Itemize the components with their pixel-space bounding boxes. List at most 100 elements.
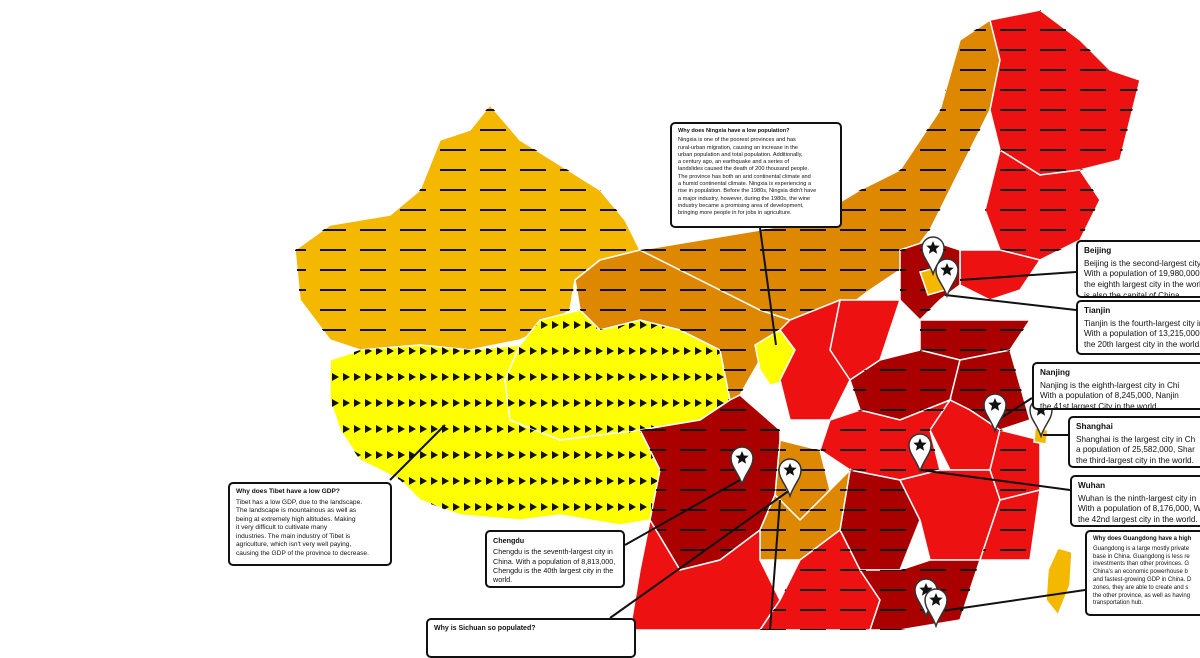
province-hatch [920, 320, 1030, 360]
provinces [294, 9, 1141, 630]
callout-text: base in China. Guangdong is less re [1093, 553, 1190, 560]
province-hatch [760, 530, 880, 630]
callout: Why does Tibet have a low GDP? Tibet has … [228, 482, 392, 566]
callout: Wuhan Wuhan is the ninth-largest city in W… [1070, 475, 1200, 527]
callout-text: Tibet has a low GDP, due to the landscap… [236, 498, 363, 506]
callout-text: Guangdong is a large mostly private [1093, 545, 1190, 552]
callout: Why does Guangdong have a high Guangdong … [1085, 530, 1200, 616]
leader-line [944, 294, 1077, 311]
callout-text: rise in population. Before the 1980s, Ni… [678, 188, 817, 195]
callout: Chengdu Chengdu is the seventh-largest ci… [485, 530, 625, 588]
callout-text: agriculture, which isn't very well payin… [236, 541, 352, 549]
callout-title: Chengdu [493, 536, 525, 545]
callout-text: being at extremely high altitudes. Makin… [236, 515, 356, 523]
callout-title: Why does Tibet have a low GDP? [236, 488, 340, 495]
callout-title: Beijing [1084, 246, 1112, 255]
leader-line [759, 227, 777, 346]
pin-star [783, 463, 797, 476]
callout-text: Wuhan is the ninth-largest city in [1078, 493, 1197, 503]
province-hatch [640, 395, 780, 570]
callout-text: Beijing is the second-largest city i [1084, 258, 1200, 268]
callout-text: Chengdu is the 40th largest city in the [493, 566, 614, 576]
pin-star [929, 593, 943, 606]
callout-text: transportation hub. [1093, 600, 1144, 607]
pin-star [926, 241, 940, 254]
callout: Why does Ningxia have a low population? N… [670, 122, 842, 228]
callout-title: Tianjin [1084, 306, 1111, 315]
province-hatch [505, 310, 730, 440]
callout-text: The landscape is mountainous as well as [236, 507, 357, 515]
callout-text: Chengdu is the seventh-largest city in [493, 547, 613, 557]
callout-text: the 20th largest city in the world. [1084, 339, 1200, 349]
province [779, 298, 851, 421]
callout-text: causing the GDP of the province to decre… [236, 550, 369, 558]
callout: Tianjin Tianjin is the fourth-largest cit… [1076, 300, 1200, 355]
page: {"callouts": [ {"title": "Why does Ningx… [228, 9, 1200, 658]
callout: Nanjing Nanjing is the eighth-largest cit… [1032, 362, 1200, 410]
callout-text: and fastest-growing GDP in China. D [1093, 576, 1192, 583]
leader-line [389, 424, 446, 481]
leader-line [609, 489, 791, 619]
callout-text: Shanghai is the largest city in Ch [1076, 434, 1196, 444]
province-hatch [760, 470, 850, 560]
callout-text: a major industry, however, during the 19… [678, 195, 811, 202]
callout-text: rural-urban migration, causing an increa… [678, 144, 799, 151]
leader-line [997, 397, 1033, 421]
leader-line [624, 479, 741, 546]
callout-title: Why is Sichuan so populated? [434, 625, 536, 632]
callout-text: With a population of 13,215,000, [1084, 329, 1200, 339]
callout-text: investments than other provinces. G [1093, 561, 1190, 568]
leader-lines [389, 227, 1086, 630]
pin-star [988, 398, 1002, 411]
callout-title: Why does Guangdong have a high [1093, 536, 1192, 542]
callout-text: industry became a promising area of deve… [678, 202, 804, 209]
province-hatch [990, 10, 1140, 175]
callout: Why is Sichuan so populated? [426, 618, 636, 658]
callout-text: the eighth largest city in the world [1084, 279, 1200, 289]
callout-text: landslides caused the death of 200 thous… [678, 166, 809, 173]
callout-text: China's an economic powerhouse b [1093, 569, 1188, 576]
leader-line [919, 469, 1071, 491]
callout-text: industries. The main industry of Tibet i… [236, 532, 351, 540]
callout-text: Tianjin is the fourth-largest city in [1084, 318, 1200, 328]
callout-title: Wuhan [1078, 481, 1106, 490]
province-hatch [850, 350, 960, 420]
callout-text: is also the capital of China. [1084, 290, 1182, 298]
province-hatch [575, 250, 790, 400]
pin-star [913, 438, 927, 451]
province-hatch [330, 345, 660, 525]
callout-text: Nanjing is the eighth-largest city in Ch… [1040, 380, 1180, 390]
province-hatch [985, 150, 1100, 260]
callout-text: the 41st largest City in the world [1040, 401, 1157, 410]
leader-line [769, 499, 781, 630]
callout-title: Nanjing [1040, 368, 1071, 377]
callout-text: a humid continental climate. Ningxia is … [678, 180, 812, 187]
pin-star [940, 263, 954, 276]
province-hatch [640, 20, 1000, 320]
callout-title: Shanghai [1076, 422, 1113, 431]
callout-text: Ningxia is one of the poorest provinces … [678, 137, 796, 144]
province-hatch [980, 490, 1040, 560]
map [294, 9, 1141, 630]
callout-text: the other province, as well as having [1093, 592, 1191, 599]
callout-text: zones, they are able to create and s [1093, 584, 1189, 591]
callout-text: China. With a population of 8,813,000, [493, 556, 616, 566]
callout-title: Why does Ningxia have a low population? [678, 128, 790, 134]
callout-text: With a population of 19,980,000, [1084, 269, 1200, 279]
callout-text: the third-largest city in the world. [1076, 455, 1194, 465]
callout-text: a century ago, an earthquake and a serie… [678, 159, 790, 166]
callout-text: the 42nd largest city in the world. [1078, 514, 1198, 524]
callout-text: world. [493, 575, 513, 585]
province-hatch [295, 105, 640, 350]
leader-line [934, 589, 1086, 613]
callout-text: With a population of 8,245,000, Nanjin [1040, 391, 1179, 401]
callout-text: With a population of 8,176,000, W [1078, 504, 1200, 514]
callout-text: bringing more people in for jobs in agri… [678, 210, 792, 217]
callout-text: The province has both an arid continenta… [678, 173, 811, 180]
callout-text: urban population and total population. A… [678, 151, 803, 158]
callout-text: it very difficult to cultivate many [236, 524, 328, 532]
pin-star [735, 451, 749, 464]
callout: Shanghai Shanghai is the largest city in … [1068, 416, 1200, 468]
province-hatch [990, 430, 1040, 500]
province-hatch [840, 470, 920, 570]
